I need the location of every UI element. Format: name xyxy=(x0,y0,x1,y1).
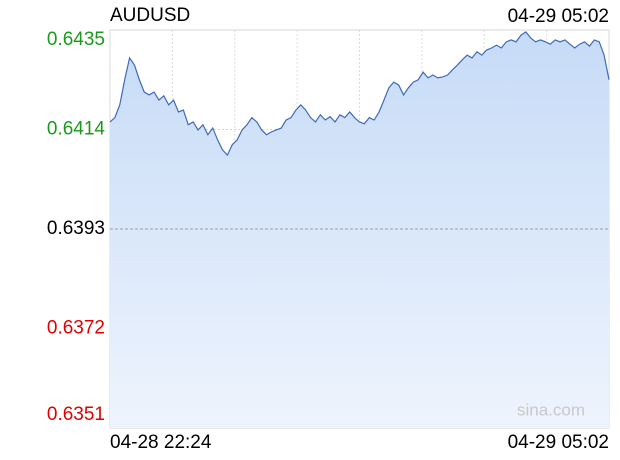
x-tick-label: 04-28 22:24 xyxy=(110,432,212,453)
y-tick-label: 0.6372 xyxy=(47,318,105,339)
timestamp: 04-29 05:02 xyxy=(508,6,609,27)
watermark: sina.com xyxy=(517,400,585,419)
y-tick-label: 0.6435 xyxy=(47,29,105,50)
y-tick-label: 0.6414 xyxy=(47,119,106,140)
y-tick-label: 0.6393 xyxy=(47,218,105,239)
y-tick-label: 0.6351 xyxy=(47,404,105,425)
x-tick-label: 04-29 05:02 xyxy=(508,432,609,453)
line xyxy=(109,31,610,157)
chart-title: AUDUSD xyxy=(110,5,190,26)
area xyxy=(110,31,609,429)
